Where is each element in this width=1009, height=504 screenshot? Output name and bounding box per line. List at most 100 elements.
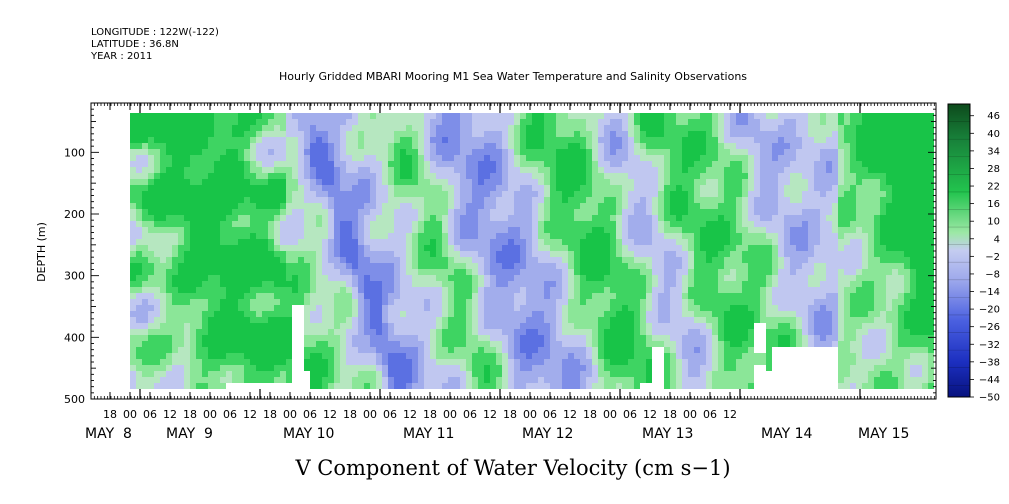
heatmap-cell — [580, 245, 586, 251]
heatmap-cell — [130, 215, 136, 221]
heatmap-cell — [466, 245, 472, 251]
heatmap-cell — [166, 179, 172, 185]
heatmap-cell — [676, 311, 682, 317]
heatmap-cell — [376, 347, 382, 353]
heatmap-cell — [580, 203, 586, 209]
heatmap-cell — [256, 113, 262, 119]
heatmap-cell — [208, 221, 214, 227]
heatmap-cell — [694, 371, 700, 377]
heatmap-cell — [484, 347, 490, 353]
heatmap-cell — [136, 359, 142, 365]
heatmap-cell — [556, 353, 562, 359]
heatmap-cell — [208, 299, 214, 305]
heatmap-cell — [772, 119, 778, 125]
heatmap-cell — [712, 275, 718, 281]
heatmap-cell — [298, 197, 304, 203]
heatmap-cell — [574, 161, 580, 167]
heatmap-cell — [688, 113, 694, 119]
heatmap-cell — [214, 233, 220, 239]
heatmap-cell — [214, 215, 220, 221]
heatmap-cell — [568, 311, 574, 317]
heatmap-cell — [394, 365, 400, 371]
heatmap-cell — [736, 269, 742, 275]
heatmap-cell — [232, 341, 238, 347]
heatmap-cell — [658, 311, 664, 317]
heatmap-cell — [784, 221, 790, 227]
heatmap-cell — [136, 203, 142, 209]
heatmap-cell — [562, 299, 568, 305]
heatmap-cell — [394, 329, 400, 335]
heatmap-cell — [172, 227, 178, 233]
heatmap-cell — [562, 323, 568, 329]
heatmap-cell — [274, 305, 280, 311]
heatmap-cell — [196, 119, 202, 125]
heatmap-cell — [664, 257, 670, 263]
heatmap-cell — [508, 377, 514, 383]
heatmap-cell — [466, 335, 472, 341]
heatmap-cell — [646, 227, 652, 233]
heatmap-cell — [358, 149, 364, 155]
heatmap-cell — [652, 257, 658, 263]
heatmap-cell — [154, 311, 160, 317]
heatmap-cell — [262, 311, 268, 317]
heatmap-cell — [268, 293, 274, 299]
heatmap-cell — [532, 335, 538, 341]
heatmap-cell — [412, 191, 418, 197]
heatmap-cell — [634, 257, 640, 263]
heatmap-cell — [652, 323, 658, 329]
heatmap-cell — [238, 377, 244, 383]
heatmap-cell — [748, 245, 754, 251]
heatmap-cell — [418, 335, 424, 341]
heatmap-cell — [184, 137, 190, 143]
heatmap-cell — [682, 203, 688, 209]
heatmap-cell — [670, 203, 676, 209]
heatmap-cell — [280, 299, 286, 305]
heatmap-cell — [520, 227, 526, 233]
heatmap-cell — [490, 293, 496, 299]
heatmap-cell — [616, 137, 622, 143]
heatmap-cell — [622, 197, 628, 203]
heatmap-cell — [400, 149, 406, 155]
heatmap-cell — [628, 185, 634, 191]
heatmap-cell — [154, 209, 160, 215]
heatmap-cell — [706, 233, 712, 239]
heatmap-cell — [544, 161, 550, 167]
heatmap-cell — [376, 191, 382, 197]
heatmap-cell — [544, 281, 550, 287]
heatmap-cell — [736, 167, 742, 173]
heatmap-cell — [370, 353, 376, 359]
heatmap-cell — [490, 371, 496, 377]
heatmap-cell — [322, 329, 328, 335]
heatmap-cell — [550, 137, 556, 143]
heatmap-cell — [346, 263, 352, 269]
heatmap-cell — [640, 329, 646, 335]
heatmap-cell — [376, 287, 382, 293]
heatmap-cell — [610, 203, 616, 209]
heatmap-cell — [148, 281, 154, 287]
heatmap-cell — [640, 299, 646, 305]
heatmap-cell — [448, 281, 454, 287]
heatmap-cell — [778, 131, 784, 137]
heatmap-cell — [418, 233, 424, 239]
heatmap-cell — [520, 293, 526, 299]
heatmap-cell — [322, 209, 328, 215]
heatmap-cell — [226, 149, 232, 155]
heatmap-cell — [358, 323, 364, 329]
heatmap-cell — [598, 377, 604, 383]
heatmap-cell — [364, 179, 370, 185]
heatmap-cell — [610, 305, 616, 311]
heatmap-cell — [604, 191, 610, 197]
heatmap-cell — [712, 239, 718, 245]
heatmap-cell — [568, 197, 574, 203]
heatmap-cell — [496, 119, 502, 125]
heatmap-cell — [364, 137, 370, 143]
heatmap-cell — [244, 233, 250, 239]
heatmap-cell — [310, 347, 316, 353]
heatmap-cell — [472, 353, 478, 359]
heatmap-cell — [532, 137, 538, 143]
heatmap-cell — [730, 317, 736, 323]
heatmap-cell — [154, 233, 160, 239]
heatmap-cell — [538, 137, 544, 143]
heatmap-cell — [376, 323, 382, 329]
heatmap-cell — [754, 113, 760, 119]
